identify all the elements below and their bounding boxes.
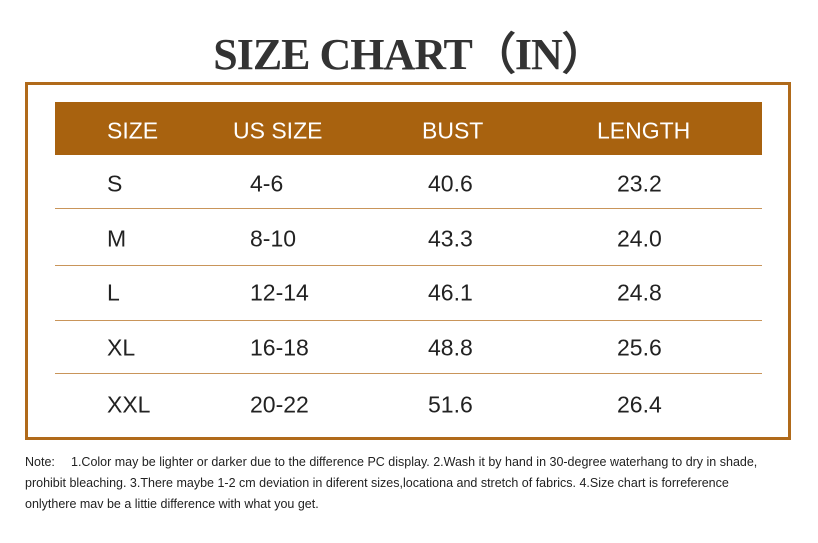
table-cell: XL xyxy=(107,334,136,361)
note-label: Note: xyxy=(25,455,55,469)
table-cell: 46.1 xyxy=(428,279,473,306)
header-bar xyxy=(55,102,762,155)
table-cell: 16-18 xyxy=(250,334,309,361)
row-separator xyxy=(55,265,762,266)
table-cell: 40.6 xyxy=(428,170,473,197)
header-cell: BUST xyxy=(422,117,484,144)
table-cell: 23.2 xyxy=(617,170,662,197)
header-cell: US SIZE xyxy=(233,117,323,144)
row-separator xyxy=(55,208,762,209)
table-cell: 26.4 xyxy=(617,391,662,418)
table-cell: S xyxy=(107,170,123,197)
table-cell: 12-14 xyxy=(250,279,309,306)
row-separator xyxy=(55,373,762,374)
table-cell: 43.3 xyxy=(428,225,473,252)
note-text: prohibit bleaching. 3.There maybe 1-2 cm… xyxy=(25,476,729,490)
table-cell: XXL xyxy=(107,391,151,418)
note-text: 1.Color may be lighter or darker due to … xyxy=(71,455,758,469)
row-separator xyxy=(55,320,762,321)
table-cell: 24.0 xyxy=(617,225,662,252)
table-cell: 8-10 xyxy=(250,225,297,252)
table-cell: M xyxy=(107,225,127,252)
header-cell: SIZE xyxy=(107,117,159,144)
table-cell: 24.8 xyxy=(617,279,662,306)
table-frame xyxy=(25,82,791,440)
table-cell: 25.6 xyxy=(617,334,662,361)
table-cell: 48.8 xyxy=(428,334,473,361)
table-cell: 20-22 xyxy=(250,391,309,418)
table-cell: L xyxy=(107,279,120,306)
title: SIZE CHART（IN） xyxy=(213,30,606,79)
note-text: onlythere mav be a littie difference wit… xyxy=(25,497,319,511)
table-cell: 4-6 xyxy=(250,170,284,197)
table-cell: 51.6 xyxy=(428,391,473,418)
header-cell: LENGTH xyxy=(597,117,691,144)
